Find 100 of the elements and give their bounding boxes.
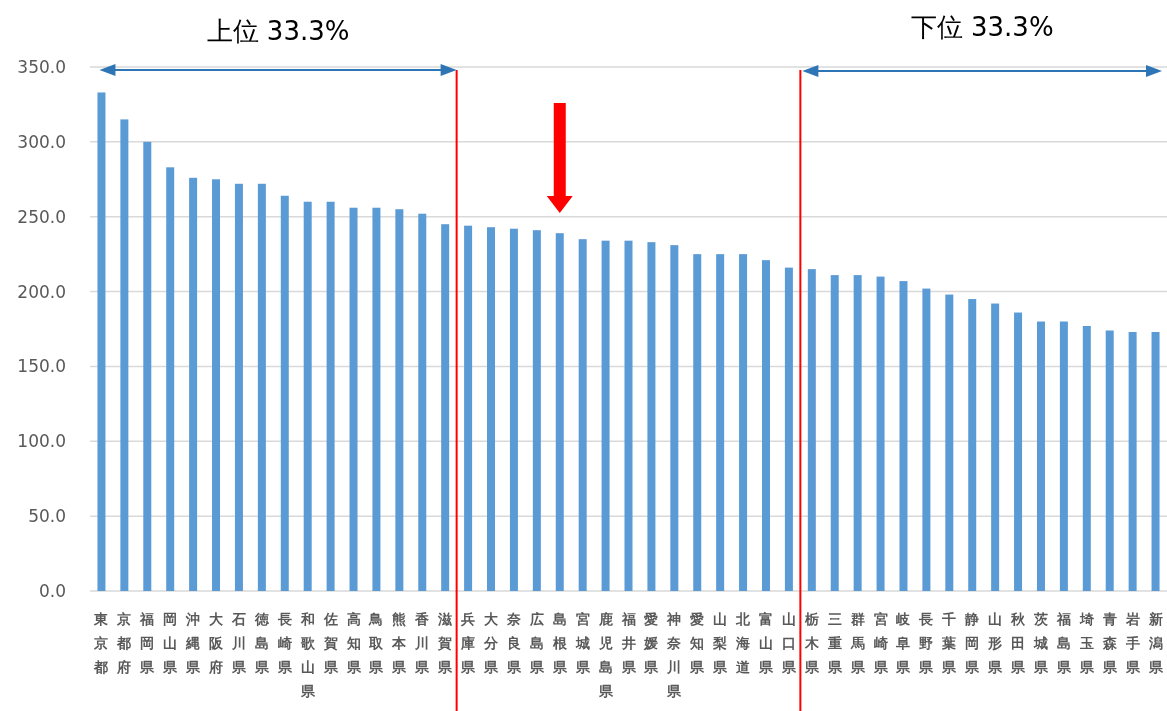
x-tick-label: 大分県 — [483, 611, 500, 675]
y-tick-label: 250.0 — [17, 206, 66, 227]
bar — [1036, 321, 1045, 591]
y-tick-label: 0.0 — [38, 581, 66, 601]
bar — [257, 183, 266, 591]
y-tick-label: 300.0 — [17, 131, 66, 152]
bar — [234, 183, 243, 591]
x-tick-label: 栃木県 — [803, 611, 820, 675]
x-tick-label: 熊本県 — [391, 611, 408, 675]
x-tick-label: 京都府 — [116, 611, 132, 675]
bar — [1014, 312, 1023, 591]
x-tick-label: 長野県 — [918, 611, 935, 675]
x-tick-label: 鹿児島県 — [597, 611, 614, 699]
x-tick-label: 山梨県 — [712, 611, 729, 675]
bar — [578, 239, 587, 591]
x-tick-label: 静岡県 — [964, 611, 981, 675]
bar — [166, 167, 175, 591]
bar — [876, 276, 885, 591]
bar — [784, 267, 793, 591]
x-tick-label: 神奈川県 — [666, 611, 683, 699]
bar — [143, 141, 152, 591]
x-tick-label: 福井県 — [620, 611, 637, 675]
y-tick-label: 50.0 — [28, 506, 66, 527]
bar — [280, 195, 289, 591]
x-tick-label: 秋田県 — [1010, 611, 1027, 675]
bar — [372, 207, 381, 591]
bar — [464, 225, 473, 591]
x-tick-label: 鳥取県 — [368, 611, 385, 675]
x-tick-label: 青森県 — [1101, 611, 1118, 675]
x-tick-label: 北海道 — [735, 611, 752, 675]
x-tick-label: 広島県 — [528, 611, 545, 675]
bar — [441, 224, 450, 591]
x-tick-label: 埼玉県 — [1078, 611, 1095, 675]
bar — [189, 177, 198, 591]
x-tick-label: 沖縄県 — [185, 611, 202, 675]
x-tick-label: 石川県 — [230, 611, 247, 675]
x-tick-label: 高知県 — [345, 611, 362, 675]
bar — [601, 240, 610, 591]
x-tick-label: 群馬県 — [849, 611, 866, 675]
bar — [647, 242, 656, 591]
x-tick-label: 岩手県 — [1124, 611, 1141, 675]
bar — [1151, 331, 1160, 591]
x-tick-label: 島根県 — [551, 611, 568, 675]
x-tick-label: 山口県 — [780, 611, 797, 675]
bar — [1059, 321, 1068, 591]
bar — [509, 228, 518, 591]
bar — [945, 294, 954, 591]
y-tick-label: 150.0 — [17, 356, 66, 377]
x-tick-label: 兵庫県 — [460, 611, 477, 675]
x-tick-label: 宮城県 — [574, 611, 591, 675]
bar — [326, 201, 335, 591]
y-tick-label: 200.0 — [17, 281, 66, 302]
x-tick-label: 愛媛県 — [643, 611, 660, 675]
bar — [968, 299, 977, 591]
bar — [761, 260, 770, 591]
x-tick-label: 佐賀県 — [322, 611, 339, 675]
x-tick-label: 三重県 — [826, 611, 843, 675]
x-tick-label: 滋賀県 — [437, 611, 454, 675]
bar — [120, 119, 129, 591]
text: 下位 33.3% — [910, 12, 1054, 42]
bar — [487, 227, 496, 591]
y-tick-label: 100.0 — [17, 431, 66, 452]
x-tick-label: 千葉県 — [941, 611, 958, 675]
bar — [1082, 326, 1091, 591]
bar — [991, 303, 1000, 591]
x-tick-label: 大阪府 — [208, 611, 225, 675]
x-tick-label: 茨城県 — [1032, 611, 1049, 675]
x-tick-label: 徳島県 — [253, 611, 270, 675]
x-tick-label: 和歌山県 — [299, 611, 316, 699]
x-tick-label: 東京都 — [93, 611, 110, 675]
x-tick-label: 愛知県 — [689, 611, 706, 675]
x-tick-label: 長崎県 — [276, 611, 293, 675]
bar — [853, 275, 862, 591]
x-tick-label: 岡山県 — [162, 611, 179, 675]
bar — [212, 179, 221, 591]
x-tick-label: 香川県 — [414, 611, 431, 675]
bar — [418, 213, 427, 591]
bar — [670, 245, 679, 591]
bar — [1128, 331, 1137, 591]
x-tick-label: 福岡県 — [139, 611, 156, 675]
bar — [97, 92, 106, 591]
x-tick-label: 福島県 — [1055, 611, 1072, 675]
bar — [555, 233, 564, 591]
bar — [830, 275, 839, 591]
bar — [693, 254, 702, 591]
bar — [1105, 330, 1114, 591]
y-tick-label: 350.0 — [17, 57, 66, 77]
bar — [395, 209, 404, 591]
bar — [739, 254, 748, 591]
bar — [624, 240, 633, 591]
bar — [303, 201, 312, 591]
x-tick-label: 山形県 — [987, 611, 1004, 675]
bar — [532, 230, 541, 591]
bar — [716, 254, 725, 591]
bar — [899, 281, 908, 591]
x-tick-label: 富山県 — [757, 611, 774, 675]
x-tick-label: 新潟県 — [1147, 611, 1164, 675]
x-tick-label: 奈良県 — [505, 611, 522, 675]
bar — [807, 269, 816, 591]
bar — [349, 207, 358, 591]
